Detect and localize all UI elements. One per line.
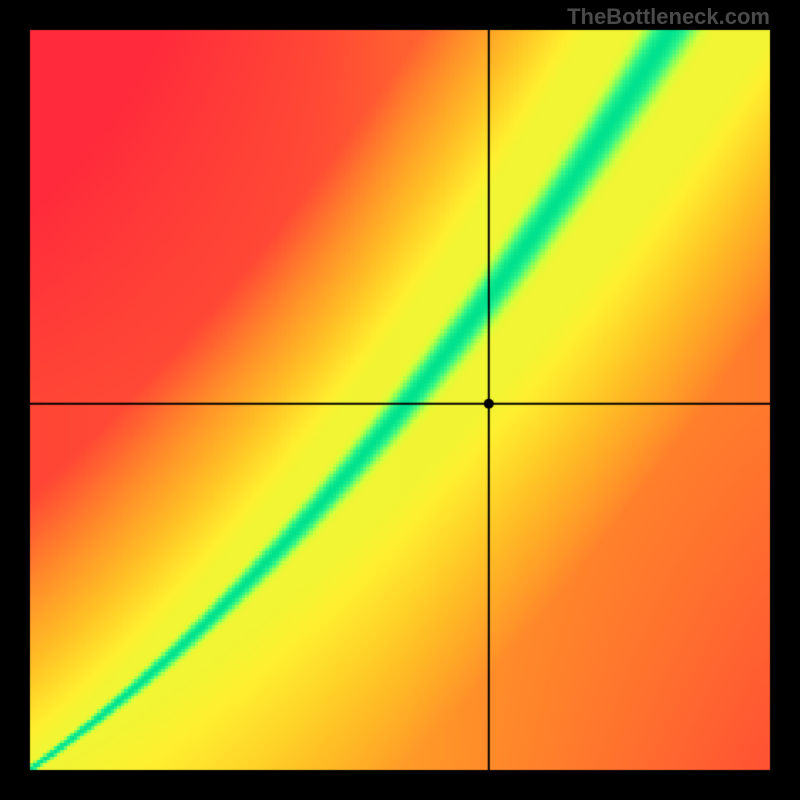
chart-container: TheBottleneck.com [0, 0, 800, 800]
heatmap-canvas [0, 0, 800, 800]
watermark-text: TheBottleneck.com [567, 4, 770, 30]
